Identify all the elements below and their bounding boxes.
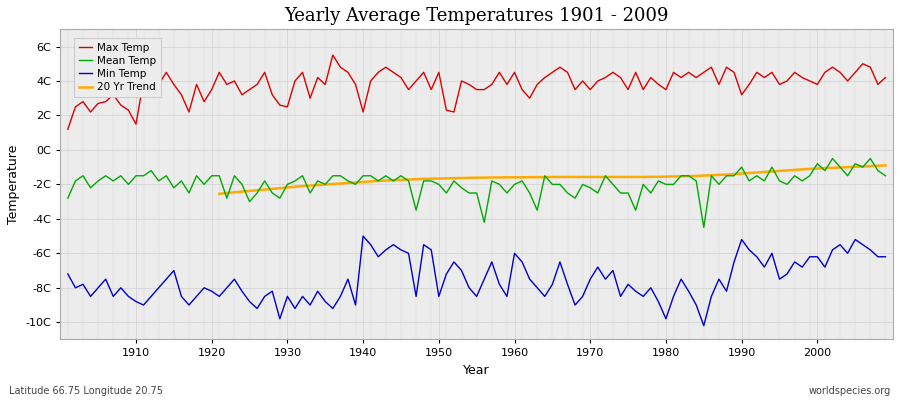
20 Yr Trend <box>554 174 565 179</box>
Title: Yearly Average Temperatures 1901 - 2009: Yearly Average Temperatures 1901 - 2009 <box>284 7 669 25</box>
Min Temp <box>62 272 73 276</box>
Min Temp <box>880 254 891 259</box>
20 Yr Trend <box>880 163 891 168</box>
20 Yr Trend <box>350 180 361 185</box>
20 Yr Trend <box>297 184 308 188</box>
Max Temp <box>123 108 134 113</box>
Max Temp <box>608 70 618 75</box>
Min Temp <box>335 294 346 299</box>
20 Yr Trend <box>214 192 225 196</box>
Mean Temp <box>827 156 838 161</box>
Min Temp <box>290 306 301 311</box>
Min Temp <box>608 268 618 273</box>
Mean Temp <box>880 173 891 178</box>
Max Temp <box>328 53 338 58</box>
Max Temp <box>62 127 73 132</box>
Y-axis label: Temperature: Temperature <box>7 145 20 224</box>
Max Temp <box>517 87 527 92</box>
Line: Min Temp: Min Temp <box>68 236 886 326</box>
Min Temp <box>357 234 368 238</box>
Text: worldspecies.org: worldspecies.org <box>809 386 891 396</box>
20 Yr Trend <box>472 175 482 180</box>
Min Temp <box>123 294 134 299</box>
Line: 20 Yr Trend: 20 Yr Trend <box>220 166 886 194</box>
Line: Mean Temp: Mean Temp <box>68 158 886 228</box>
X-axis label: Year: Year <box>464 364 490 377</box>
Max Temp <box>343 70 354 75</box>
Mean Temp <box>698 225 709 230</box>
Max Temp <box>509 70 520 75</box>
Mean Temp <box>501 190 512 195</box>
Mean Temp <box>123 182 134 187</box>
Text: Latitude 66.75 Longitude 20.75: Latitude 66.75 Longitude 20.75 <box>9 386 163 396</box>
Mean Temp <box>335 173 346 178</box>
Max Temp <box>290 78 301 83</box>
Min Temp <box>517 260 527 264</box>
Min Temp <box>509 251 520 256</box>
Mean Temp <box>600 173 611 178</box>
Mean Temp <box>62 196 73 200</box>
Mean Temp <box>290 178 301 183</box>
Mean Temp <box>509 182 520 187</box>
Legend: Max Temp, Mean Temp, Min Temp, 20 Yr Trend: Max Temp, Mean Temp, Min Temp, 20 Yr Tre… <box>74 38 161 97</box>
Max Temp <box>880 75 891 80</box>
Min Temp <box>698 323 709 328</box>
Line: Max Temp: Max Temp <box>68 55 886 129</box>
20 Yr Trend <box>282 185 292 190</box>
20 Yr Trend <box>805 166 815 171</box>
